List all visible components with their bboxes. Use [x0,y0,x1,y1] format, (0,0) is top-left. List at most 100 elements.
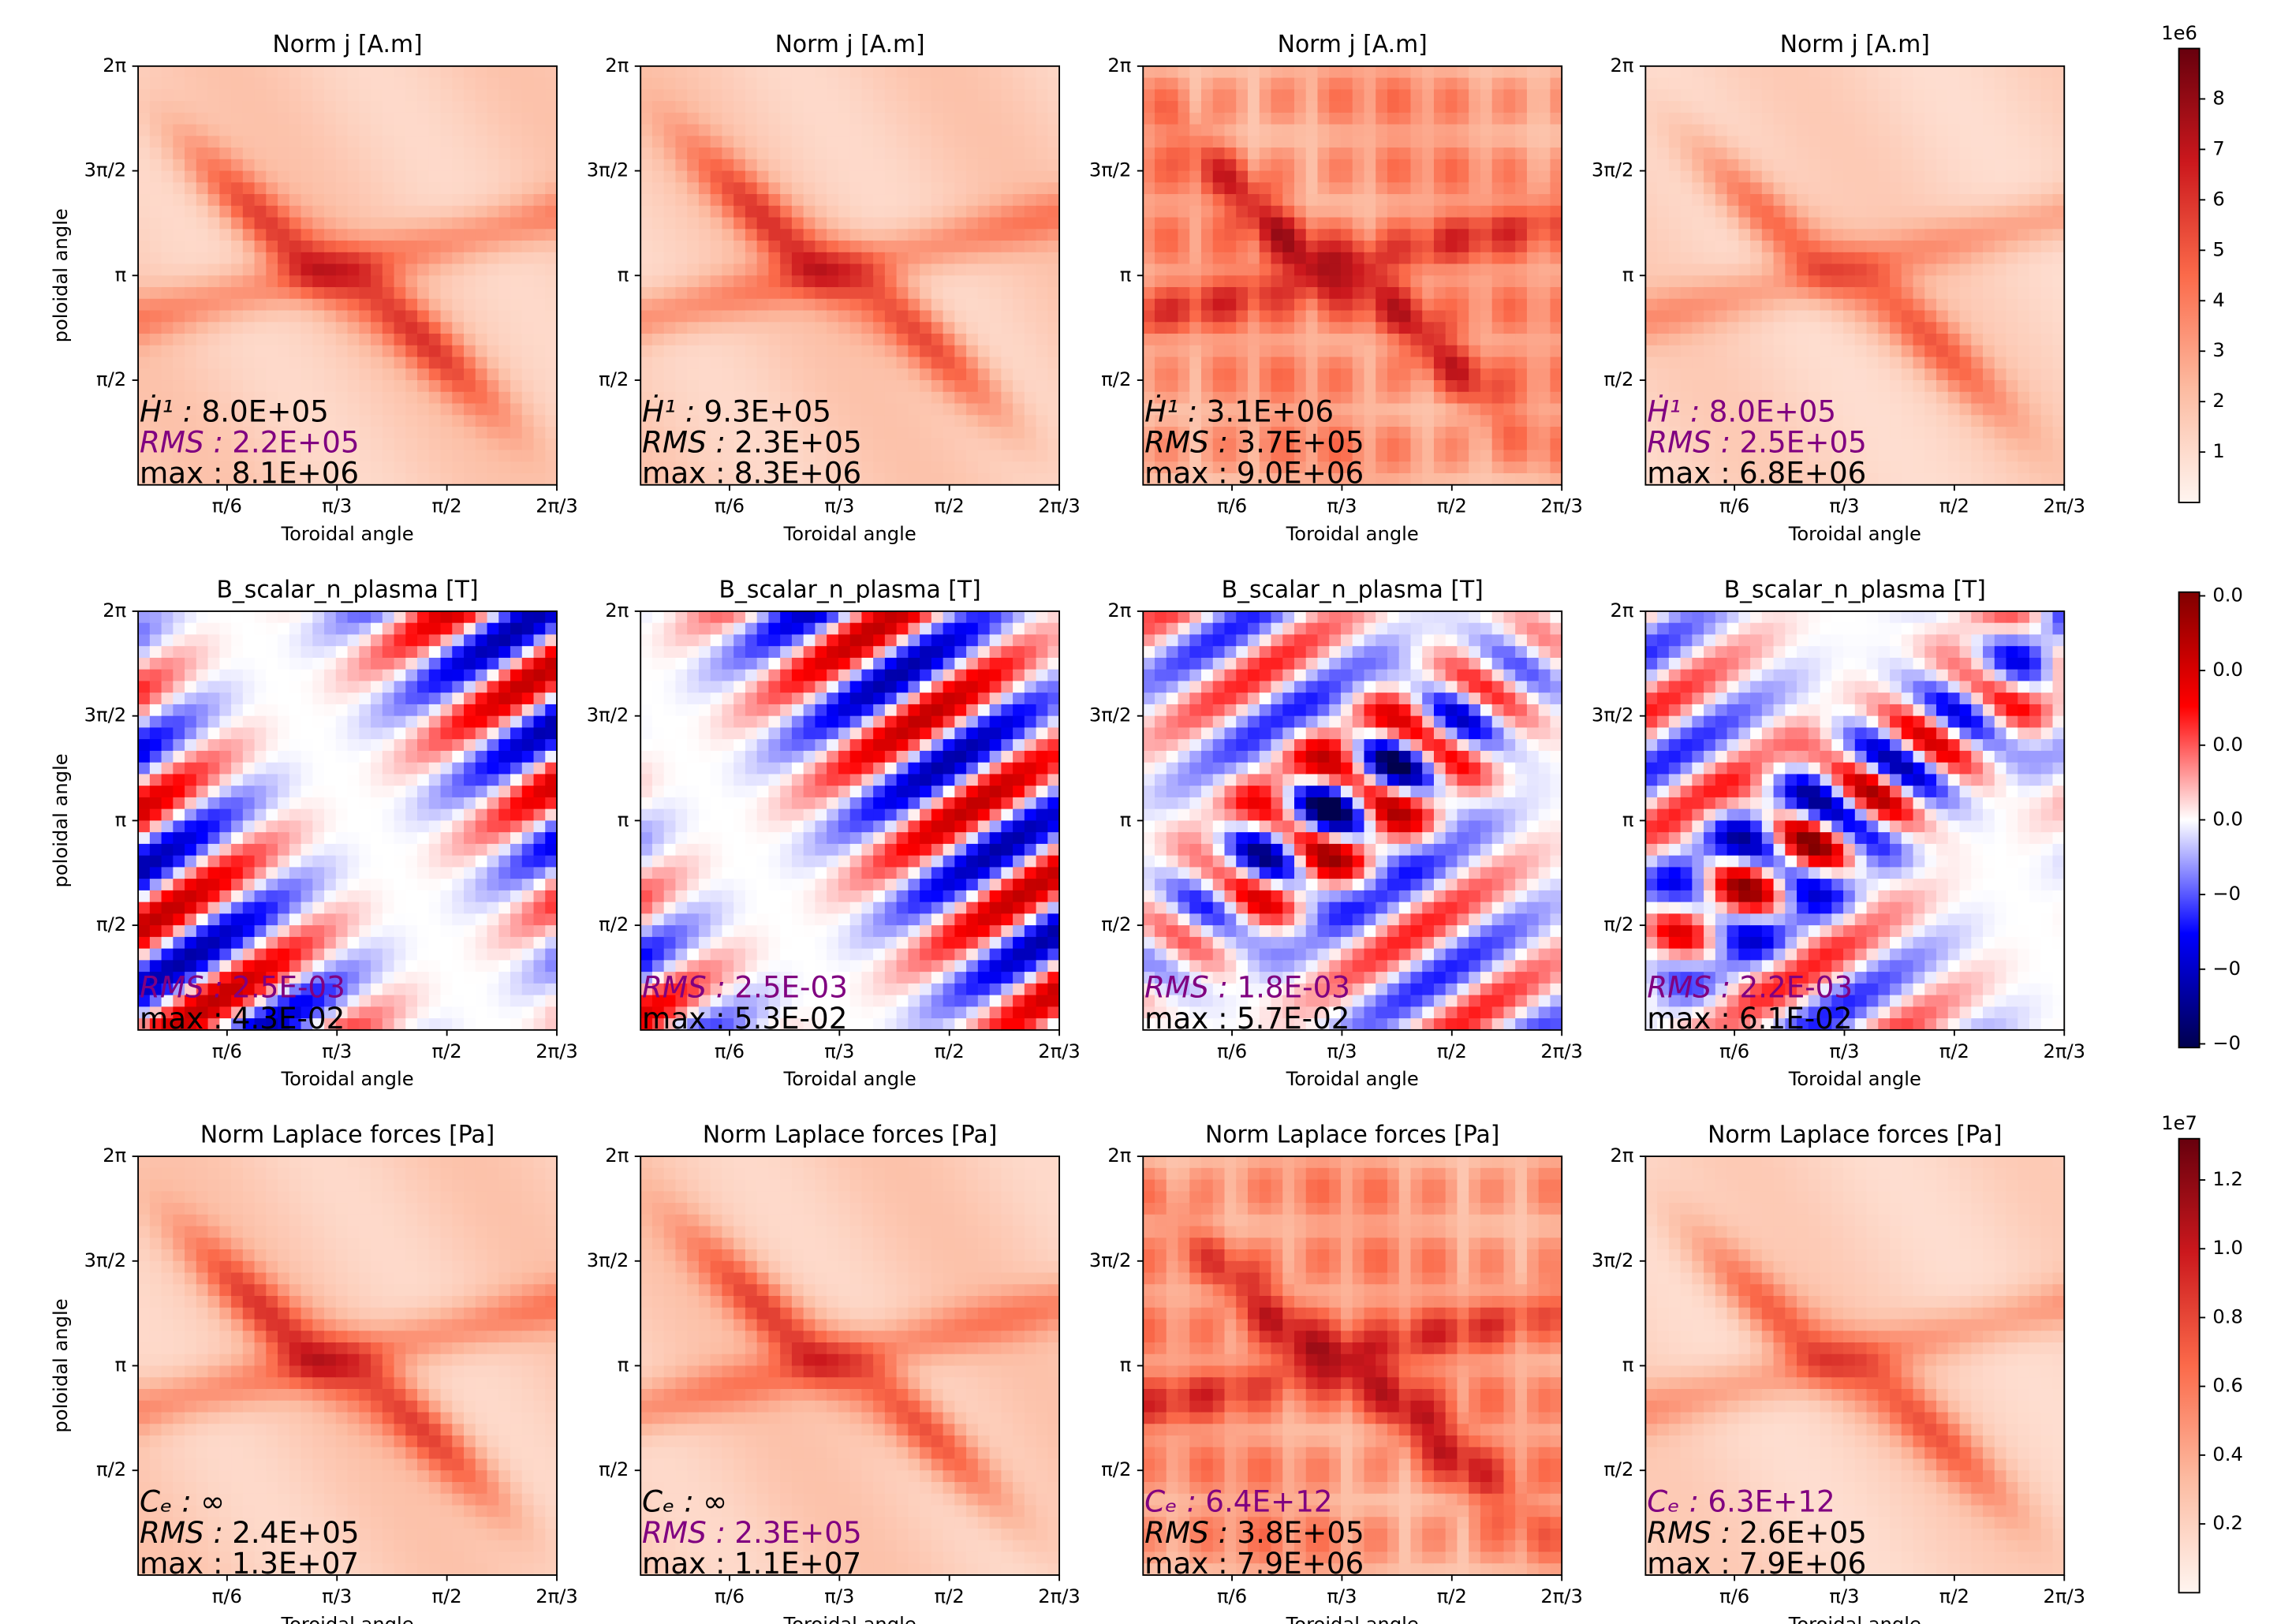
heatmap-cell [1387,404,1399,416]
heatmap-cell [1294,218,1306,230]
heatmap-cell [1387,450,1399,462]
heatmap-cell [1399,66,1411,78]
heatmap-cell [1178,125,1190,136]
heatmap-cell [429,368,441,380]
heatmap-cell [1515,404,1527,416]
heatmap-cell [1036,194,1048,206]
heatmap-cell [1422,392,1434,404]
heatmap-cell [711,252,722,264]
heatmap-cell [301,78,313,90]
heatmap-cell [476,136,487,147]
heatmap-cell [675,241,687,252]
heatmap-cell [711,275,722,287]
heatmap-cell [827,252,838,264]
heatmap-cell [510,113,522,125]
heatmap-cell [196,345,208,357]
heatmap-cell [522,66,534,78]
heatmap-cell [324,136,336,147]
heatmap-cell [745,89,757,101]
heatmap-cell [1001,182,1013,194]
heatmap-cell [312,89,324,101]
heatmap-cell [792,147,804,159]
heatmap-cell [1492,357,1504,369]
heatmap-cell [1189,89,1201,101]
heatmap-cell [1282,159,1294,171]
heatmap-cell [1855,218,1867,230]
heatmap-cell [255,125,267,136]
heatmap-cell [464,473,476,485]
heatmap-cell [1213,275,1225,287]
heatmap-cell [978,171,990,183]
heatmap-cell [208,147,220,159]
heatmap-cell [1704,206,1715,218]
heatmap-cell [371,415,383,427]
heatmap-cell [487,218,499,230]
heatmap-cell [1539,368,1551,380]
heatmap-cell [359,299,371,311]
heatmap-cell [1317,357,1329,369]
heatmap-cell [371,78,383,90]
heatmap-cell [1236,136,1248,147]
heatmap-cell [383,439,394,450]
heatmap-cell [383,218,394,230]
heatmap-cell [1155,206,1167,218]
heatmap-cell [1924,147,1936,159]
heatmap-cell [652,275,664,287]
heatmap-cell [838,182,850,194]
heatmap-cell [383,66,394,78]
heatmap-cell [675,218,687,230]
heatmap-cell [1890,461,1902,473]
heatmap-cell [312,125,324,136]
heatmap-cell [1936,66,1948,78]
heatmap-cell [383,334,394,345]
heatmap-cell [885,334,897,345]
heatmap-cell [1867,252,1879,264]
heatmap-cell [1867,78,1879,90]
heatmap-cell [312,380,324,392]
heatmap-cell [1692,252,1704,264]
heatmap-cell [1785,380,1797,392]
heatmap-cell [1353,125,1364,136]
heatmap-cell [371,264,383,276]
heatmap-cell [1948,439,1960,450]
heatmap-cell [243,287,255,299]
heatmap-cell [417,461,429,473]
heatmap-cell [1936,275,1948,287]
heatmap-cell [699,334,711,345]
heatmap-cell [757,334,769,345]
heatmap-cell [1831,229,1843,241]
heatmap-cell [1025,182,1036,194]
heatmap-cell [1025,89,1036,101]
heatmap-cell [1036,264,1048,276]
heatmap-cell [359,380,371,392]
heatmap-cell [1189,357,1201,369]
heatmap-cell [885,427,897,439]
heatmap-cell [1236,182,1248,194]
heatmap-cell [1774,147,1786,159]
heatmap-cell [1001,473,1013,485]
heatmap-cell [1143,275,1155,287]
heatmap-cell [1167,89,1178,101]
heatmap-cell [278,101,289,113]
heatmap-cell [699,287,711,299]
heatmap-cell [1890,78,1902,90]
heatmap-cell [1364,206,1376,218]
heatmap-cell [1492,264,1504,276]
heatmap-cell [1001,252,1013,264]
heatmap-cell [966,125,978,136]
heatmap-cell [394,171,406,183]
heatmap-cell [417,78,429,90]
heatmap-cell [522,345,534,357]
heatmap-cell [885,159,897,171]
heatmap-cell [908,357,920,369]
heatmap-cell [722,136,734,147]
heatmap-cell [1353,404,1364,416]
heatmap-cell [1376,147,1387,159]
heatmap-cell [476,125,487,136]
heatmap-cell [359,125,371,136]
heatmap-cell [1434,299,1446,311]
heatmap-cell [768,125,780,136]
heatmap-cell [1422,241,1434,252]
heatmap-cell [1446,229,1458,241]
heatmap-cell [838,66,850,78]
